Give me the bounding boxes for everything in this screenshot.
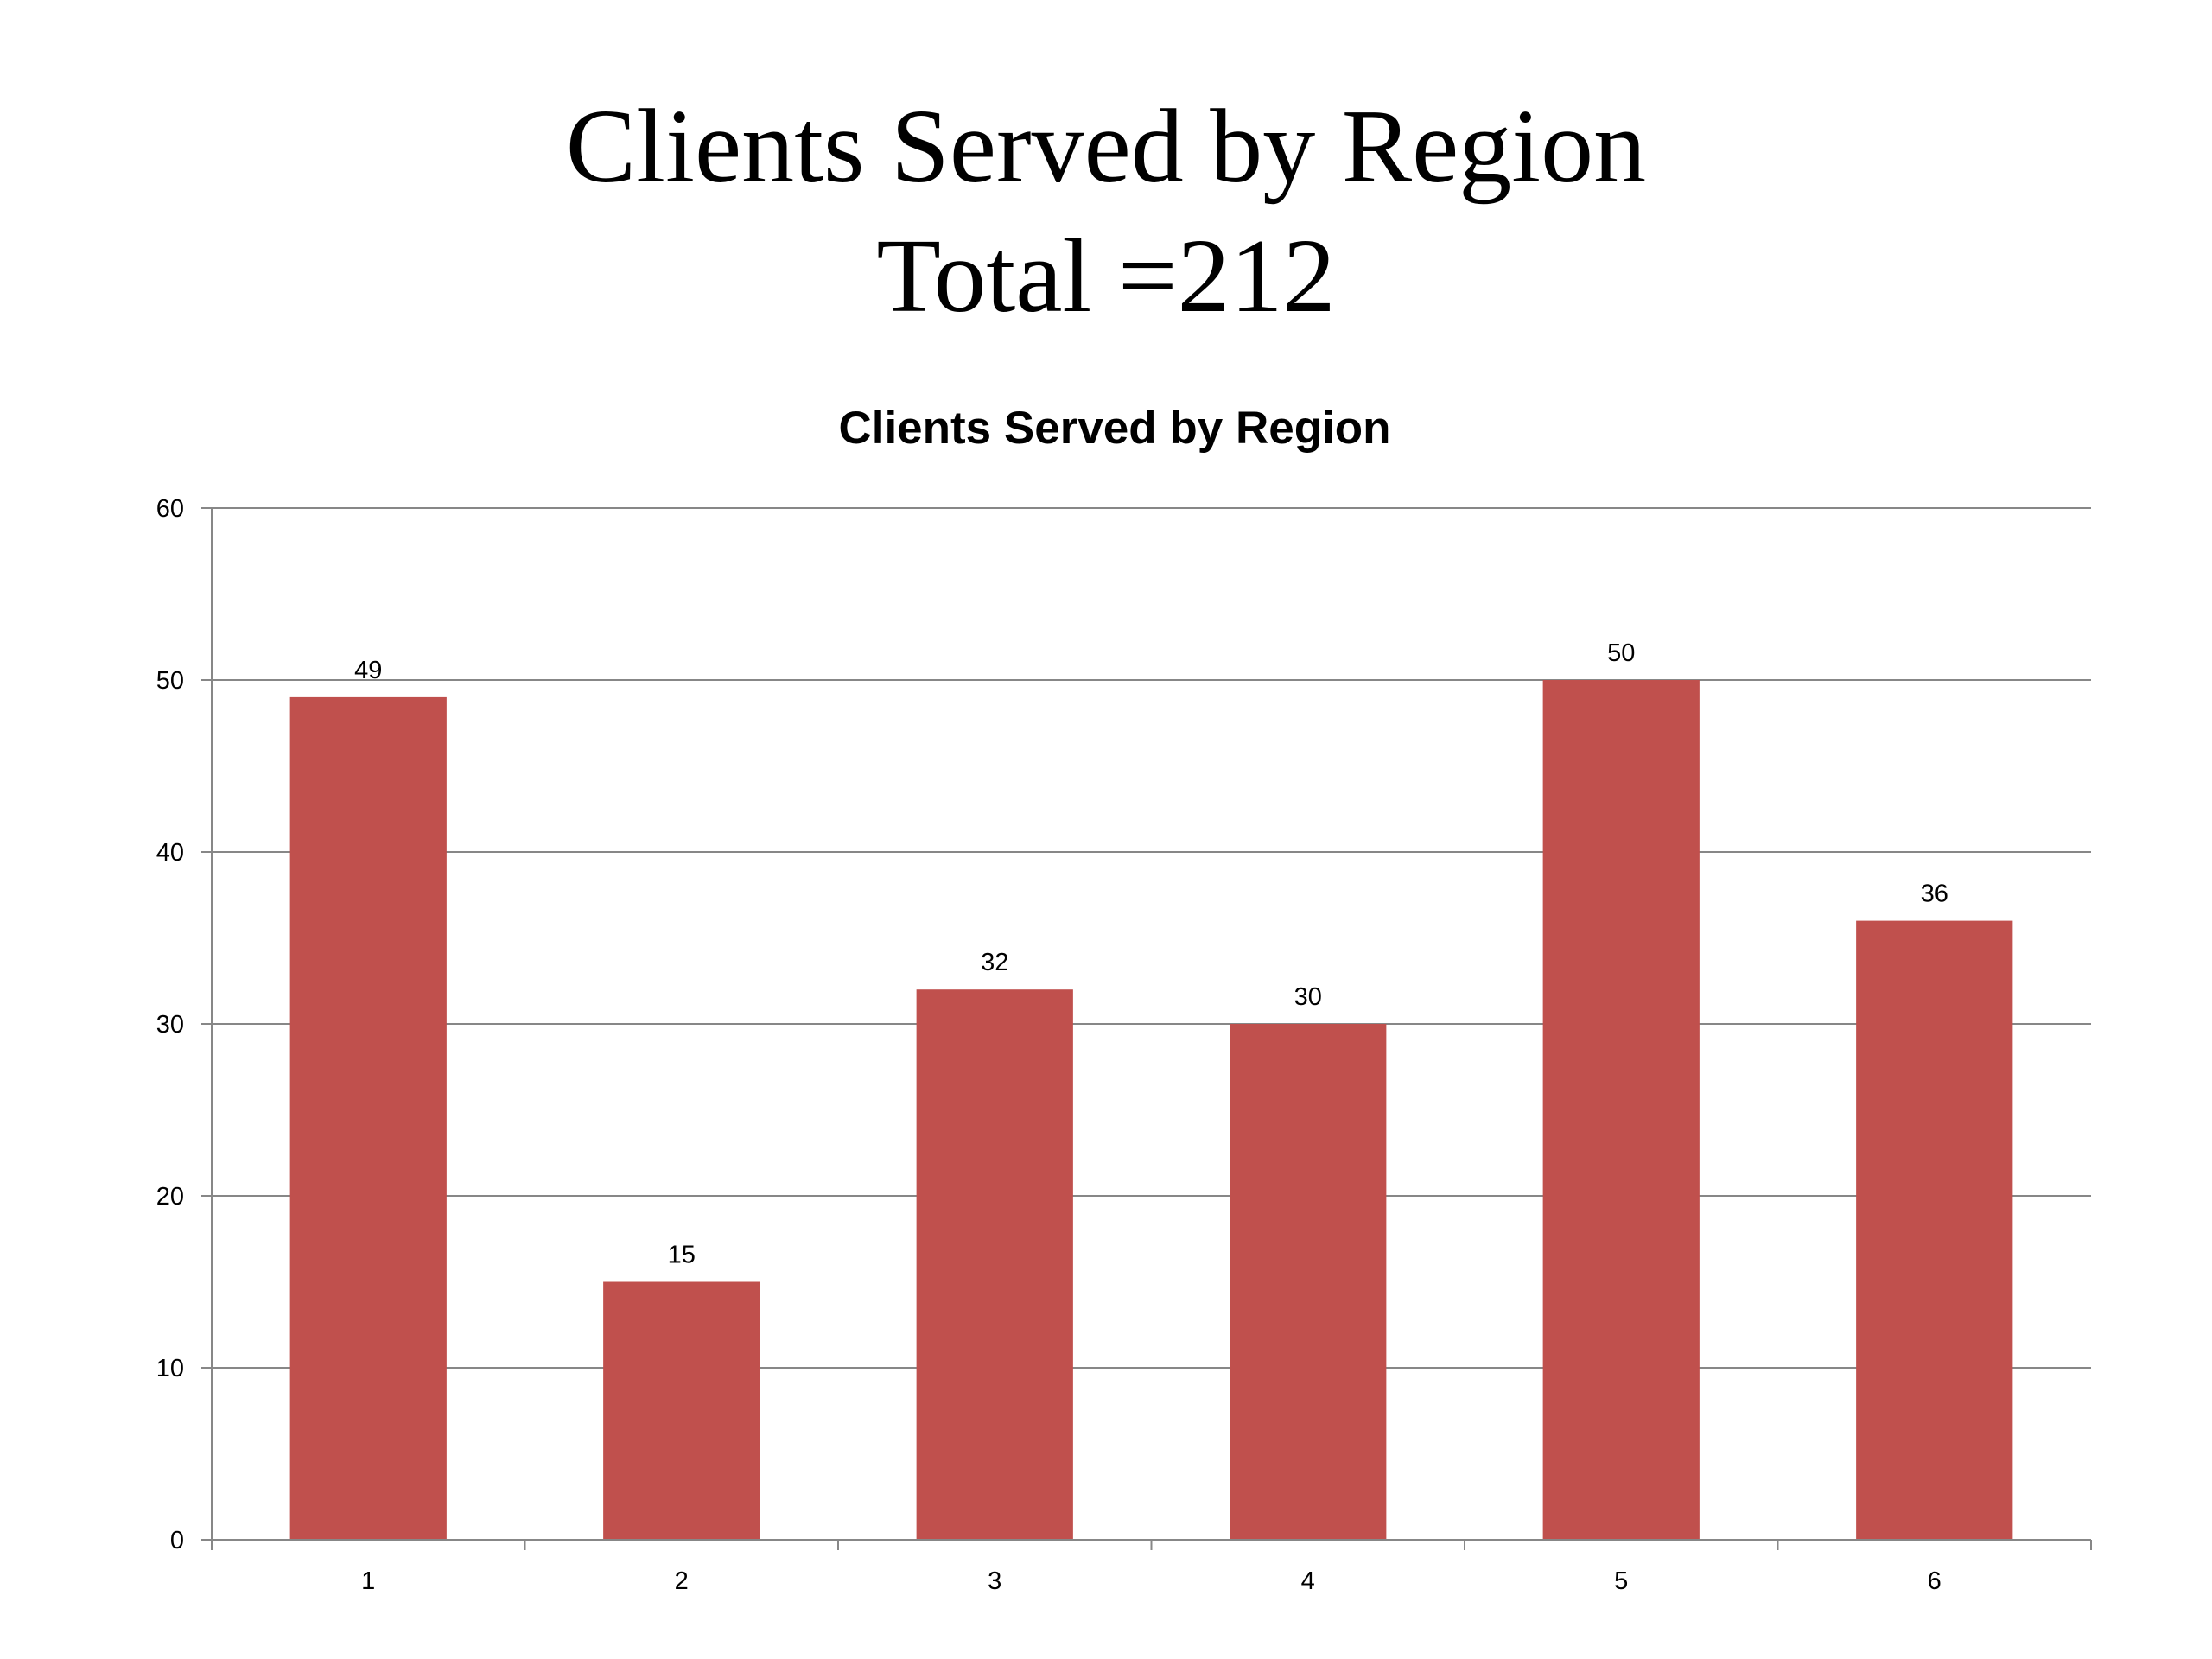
slide-title-line-2: Total =212 <box>876 218 1336 334</box>
y-tick-label: 60 <box>156 495 184 523</box>
data-label: 30 <box>1294 983 1322 1011</box>
y-tick-label: 10 <box>156 1355 184 1382</box>
y-tick-label: 20 <box>156 1183 184 1211</box>
data-label: 49 <box>354 657 382 684</box>
y-tick-label: 50 <box>156 667 184 695</box>
y-tick-label: 30 <box>156 1011 184 1039</box>
labels: 0 10 20 30 40 50 60 49 1 15 2 32 3 30 4 50 5 36 6 <box>156 495 1948 1595</box>
y-tick-label: 40 <box>156 839 184 867</box>
x-tick-label: 4 <box>1301 1567 1315 1595</box>
x-tick-label: 5 <box>1614 1567 1628 1595</box>
data-label: 15 <box>668 1242 696 1269</box>
x-tick-label: 2 <box>675 1567 689 1595</box>
bar <box>916 989 1073 1540</box>
x-tick-label: 3 <box>988 1567 1001 1595</box>
gridlines <box>212 507 2091 1369</box>
axes <box>201 507 2092 1550</box>
data-label: 36 <box>1921 880 1948 908</box>
bar <box>1856 920 2013 1540</box>
bar <box>603 1281 760 1540</box>
chart-title: Clients Served by Region <box>838 403 1390 454</box>
x-tick-label: 1 <box>361 1567 375 1595</box>
slide-title-line-1: Clients Served by Region <box>565 88 1647 205</box>
x-tick-label: 6 <box>1928 1567 1942 1595</box>
data-label: 50 <box>1607 639 1635 667</box>
slide-title: Clients Served by Region Total =212 <box>0 82 2212 341</box>
y-tick-label: 0 <box>170 1527 184 1554</box>
bars <box>289 680 2013 1540</box>
data-label: 32 <box>981 949 1008 976</box>
bar <box>289 696 447 1540</box>
bar <box>1542 680 1700 1540</box>
bar <box>1230 1024 1387 1540</box>
